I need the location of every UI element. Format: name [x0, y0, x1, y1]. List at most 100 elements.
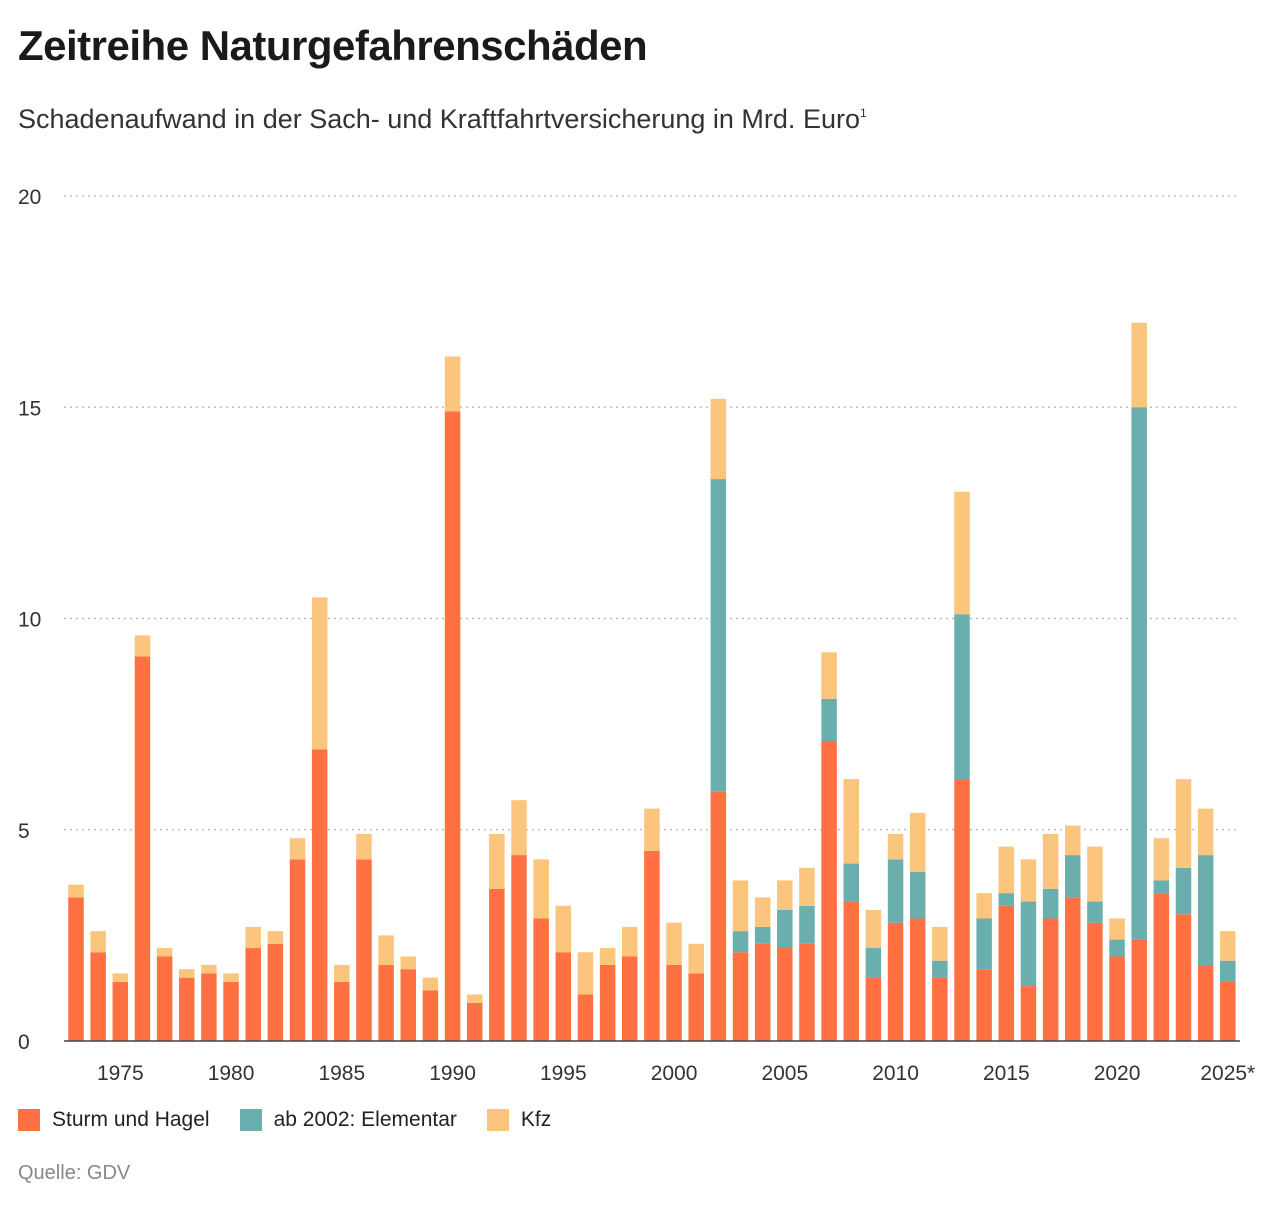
bar-1983-series-0	[289, 859, 306, 1041]
bar-1988-series-2	[400, 956, 416, 970]
chart-title: Zeitreihe Naturgefahrenschäden	[18, 22, 648, 69]
bar-1977-series-2	[156, 948, 173, 957]
bar-2001-series-0	[688, 973, 704, 1041]
bar-1981-series-2	[245, 926, 261, 949]
bar-1982-series-0	[267, 943, 284, 1041]
bar-2025*-series-1	[1220, 960, 1236, 982]
bar-2017-series-2	[1042, 833, 1059, 889]
bar-2025*-series-0	[1220, 981, 1236, 1041]
bar-2014-series-1	[976, 918, 992, 970]
bar-2015-series-2	[998, 846, 1015, 894]
bar-2003-series-0	[732, 952, 749, 1041]
bar-1991-series-0	[466, 1002, 483, 1041]
bar-1989-series-2	[422, 977, 439, 991]
bar-1985-series-0	[334, 981, 350, 1041]
x-tick-label: 2010	[872, 1062, 919, 1085]
bar-1994-series-0	[533, 918, 549, 1041]
bar-2014-series-2	[976, 893, 992, 919]
bar-2004-series-2	[754, 897, 771, 927]
bar-2015-series-0	[998, 905, 1015, 1041]
bar-2024-series-1	[1197, 855, 1214, 965]
bar-2016-series-1	[1020, 901, 1037, 987]
bar-1996-series-0	[577, 994, 594, 1041]
x-tick-label: 2000	[651, 1062, 698, 1085]
bar-2018-series-1	[1065, 855, 1081, 898]
chart-legend: Sturm und Hagel ab 2002: Elementar Kfz	[18, 1108, 581, 1132]
bar-1986-series-2	[356, 833, 372, 860]
bar-1981-series-0	[245, 948, 261, 1041]
bar-2014-series-0	[976, 969, 992, 1041]
bar-2006-series-0	[799, 943, 815, 1041]
bar-1993-series-0	[511, 855, 527, 1041]
bar-2013-series-0	[954, 779, 970, 1041]
legend-swatch-elementar	[239, 1109, 262, 1131]
legend-label-kfz: Kfz	[520, 1108, 552, 1131]
bar-1986-series-0	[356, 859, 372, 1041]
chart-subtitle: Schadenaufwand in der Sach- und Kraftfah…	[18, 104, 867, 135]
bar-2022-series-1	[1153, 880, 1170, 894]
bar-1984-series-0	[311, 749, 328, 1041]
bar-2017-series-1	[1042, 888, 1059, 919]
x-tick-label: 2005	[761, 1062, 808, 1085]
bar-2009-series-0	[865, 977, 882, 1042]
bar-1975-series-2	[112, 973, 129, 982]
bar-1978-series-0	[179, 977, 195, 1042]
y-tick-label: 10	[18, 609, 41, 632]
bar-2021-series-0	[1131, 939, 1147, 1041]
bar-1995-series-2	[555, 905, 572, 953]
bar-2017-series-0	[1042, 918, 1059, 1041]
bar-2019-series-1	[1087, 901, 1103, 923]
bar-2020-series-0	[1109, 956, 1125, 1041]
bar-1973-series-2	[68, 884, 84, 898]
bar-2012-series-0	[932, 977, 948, 1042]
subtitle-footnote: 1	[859, 106, 867, 120]
bar-1999-series-2	[644, 808, 660, 851]
x-tick-label: 2020	[1094, 1062, 1141, 1085]
bar-2012-series-1	[932, 960, 948, 978]
bar-1990-series-0	[444, 411, 461, 1041]
bar-2009-series-2	[865, 910, 882, 949]
bar-2023-series-2	[1175, 779, 1192, 868]
legend-item-kfz: Kfz	[486, 1108, 552, 1132]
bar-2008-series-2	[843, 779, 859, 864]
bar-2024-series-0	[1197, 964, 1214, 1041]
bar-1998-series-2	[622, 926, 638, 957]
bar-2008-series-1	[843, 863, 859, 902]
legend-label-elementar: ab 2002: Elementar	[273, 1108, 457, 1131]
bar-2005-series-1	[777, 910, 793, 949]
legend-label-sturm-hagel: Sturm und Hagel	[52, 1108, 210, 1131]
bar-1979-series-2	[201, 964, 217, 974]
subtitle-text: Schadenaufwand in der Sach- und Kraftfah…	[18, 104, 860, 134]
bar-1974-series-0	[90, 952, 106, 1041]
bar-1977-series-0	[156, 956, 173, 1041]
bar-2011-series-1	[909, 872, 926, 919]
bar-2020-series-1	[1109, 939, 1125, 957]
bar-2019-series-2	[1087, 846, 1103, 902]
bar-2013-series-1	[954, 614, 970, 780]
bar-2018-series-0	[1065, 897, 1081, 1041]
bar-2016-series-0	[1020, 986, 1037, 1041]
y-tick-label: 0	[18, 1031, 30, 1054]
bar-1988-series-0	[400, 969, 416, 1041]
source-note: Quelle: GDV	[18, 1162, 131, 1184]
bar-1997-series-0	[599, 964, 616, 1041]
y-tick-label: 5	[18, 820, 30, 843]
bar-1974-series-2	[90, 931, 106, 953]
bar-2007-series-2	[821, 652, 837, 699]
bar-2021-series-2	[1131, 322, 1147, 408]
bar-2011-series-2	[909, 812, 926, 872]
bar-2003-series-1	[732, 931, 749, 953]
bar-2023-series-0	[1175, 914, 1192, 1041]
bar-1976-series-0	[134, 656, 151, 1041]
y-tick-label: 20	[18, 186, 41, 209]
bar-2023-series-1	[1175, 867, 1192, 915]
bar-2021-series-1	[1131, 407, 1147, 940]
bar-1979-series-0	[201, 973, 217, 1041]
bar-2001-series-2	[688, 943, 704, 974]
bar-2010-series-2	[887, 833, 904, 860]
bar-2019-series-0	[1087, 922, 1103, 1041]
bar-1980-series-0	[223, 981, 239, 1041]
legend-swatch-sturm-hagel	[18, 1109, 40, 1131]
bar-1976-series-2	[134, 635, 151, 657]
bar-1975-series-0	[112, 981, 129, 1041]
